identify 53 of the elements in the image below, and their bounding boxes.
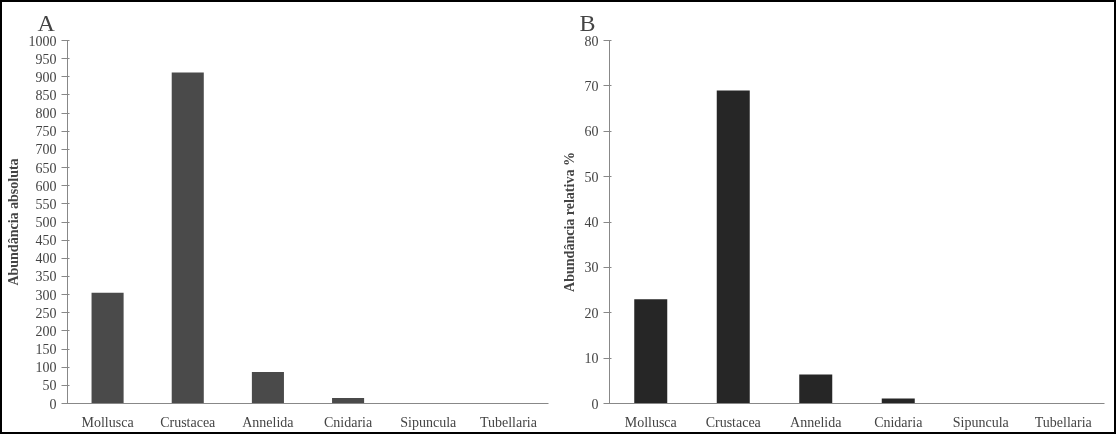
y-tick-label: 350 [35, 269, 57, 285]
x-tick-label: Tubellaria [479, 414, 538, 430]
y-tick-label: 900 [35, 69, 57, 85]
y-tick-label: 950 [35, 51, 57, 67]
y-tick-label: 550 [35, 196, 57, 212]
y-tick-label: 100 [35, 360, 57, 376]
y-tick-label: 200 [35, 323, 57, 339]
y-tick-label: 600 [35, 178, 57, 194]
y-tick-label: 450 [35, 233, 57, 249]
x-tick-label: Mollusca [81, 414, 135, 430]
x-tick-label: Sipuncula [952, 414, 1010, 430]
x-tick-label: Crustacea [705, 414, 762, 430]
y-tick-label: 1000 [28, 33, 57, 49]
y-tick-label: 10 [584, 351, 599, 367]
chart-title: A [37, 9, 56, 36]
x-tick-label: Annelida [242, 414, 295, 430]
y-tick-label: 70 [584, 78, 599, 94]
y-tick-label: 40 [584, 215, 599, 230]
y-tick-label: 500 [35, 215, 57, 230]
x-tick-label: Cnidaria [323, 414, 373, 430]
x-tick-label: Annelida [790, 414, 843, 430]
chart-title: B [579, 9, 596, 36]
y-tick-label: 20 [584, 305, 599, 321]
y-tick-label: 700 [35, 142, 57, 158]
y-axis-title: Abundância relativa % [561, 152, 577, 292]
bar [251, 371, 284, 404]
x-tick-label: Crustacea [160, 414, 217, 430]
y-tick-label: 800 [35, 106, 57, 122]
bar [171, 72, 204, 404]
y-tick-label: 150 [35, 342, 57, 358]
y-tick-label: 250 [35, 305, 57, 321]
y-tick-label: 50 [584, 169, 599, 185]
bar [716, 90, 750, 404]
x-tick-label: Tubellaria [1034, 414, 1093, 430]
y-tick-label: 400 [35, 251, 57, 267]
y-axis-title: Abundância absoluta [5, 158, 21, 286]
y-tick-label: 850 [35, 87, 57, 103]
y-tick-label: 60 [584, 124, 599, 140]
bar [332, 398, 365, 404]
bar [91, 292, 124, 404]
x-tick-label: Sipuncula [400, 414, 458, 430]
y-tick-label: 300 [35, 287, 57, 303]
y-tick-label: 50 [42, 378, 57, 394]
bar [799, 374, 833, 404]
y-tick-label: 0 [591, 396, 599, 412]
bar [634, 299, 668, 404]
y-tick-label: 750 [35, 124, 57, 140]
y-tick-label: 650 [35, 160, 57, 176]
x-tick-label: Cnidaria [874, 414, 924, 430]
y-tick-label: 0 [49, 396, 57, 412]
y-tick-label: 80 [584, 33, 599, 49]
y-tick-label: 30 [584, 260, 599, 276]
x-tick-label: Mollusca [624, 414, 678, 430]
